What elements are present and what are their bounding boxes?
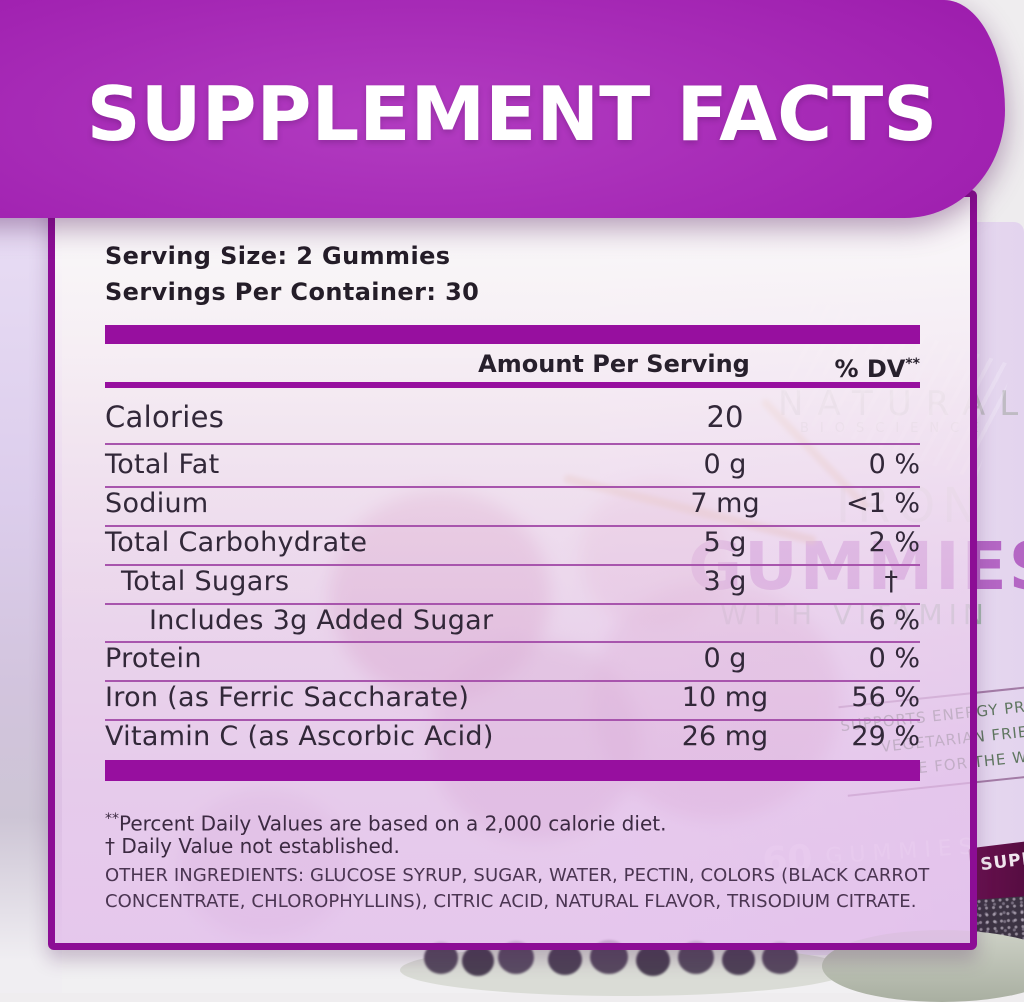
banner-title: SUPPLEMENT FACTS <box>86 70 938 158</box>
gummy <box>722 945 755 975</box>
gummy <box>462 946 494 976</box>
gummy <box>636 945 670 976</box>
supplement-facts-panel <box>48 190 977 950</box>
bottle-band-text: SUPP <box>979 848 1024 876</box>
banner <box>0 0 1005 218</box>
